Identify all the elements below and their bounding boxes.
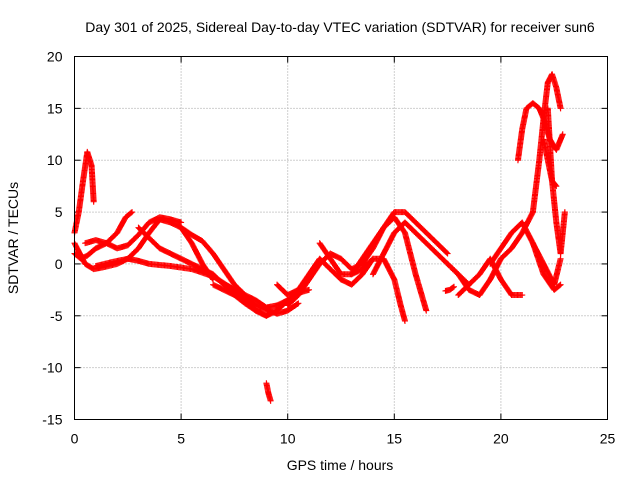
x-tick-label: 0	[71, 431, 79, 447]
y-tick-label: -5	[50, 308, 63, 324]
y-tick-label: -15	[42, 412, 62, 428]
data-point-interp	[556, 282, 563, 289]
data-point-interp	[450, 284, 457, 291]
data-point	[519, 292, 526, 299]
x-ticks: 0 5 10 15 20 25	[71, 56, 616, 447]
data-point	[178, 219, 185, 226]
y-tick-label: 0	[55, 256, 63, 272]
y-tick-label: -10	[42, 360, 62, 376]
grid-lines	[74, 56, 608, 420]
data-point	[306, 286, 313, 293]
plot-border	[74, 56, 608, 420]
y-ticks: -15 -10 -5 0 5 10 15 20	[42, 49, 608, 428]
data-point-interp	[294, 301, 301, 307]
y-tick-label: 20	[47, 49, 63, 65]
x-axis-title: GPS time / hours	[287, 457, 394, 473]
x-tick-label: 5	[177, 431, 185, 447]
y-tick-label: 5	[55, 204, 63, 220]
data-point	[401, 317, 408, 324]
data-point	[267, 397, 274, 404]
data-point-interp	[128, 209, 135, 216]
data-point	[90, 198, 97, 205]
chart-title: Day 301 of 2025, Sidereal Day-to-day VTE…	[85, 19, 595, 35]
x-tick-label: 25	[600, 431, 616, 447]
y-tick-label: 10	[47, 152, 63, 168]
y-axis-title: SDTVAR / TECUs	[5, 182, 21, 294]
data-point	[450, 283, 457, 290]
x-tick-label: 15	[387, 431, 403, 447]
data-point	[553, 183, 560, 190]
data-point	[444, 250, 451, 257]
data-point	[557, 255, 564, 262]
data-point	[559, 131, 566, 138]
x-tick-label: 20	[493, 431, 509, 447]
data-point	[557, 105, 564, 112]
data-point-interp	[552, 182, 559, 189]
data-point-interp	[443, 249, 450, 256]
data-point	[557, 281, 564, 288]
data-point	[561, 209, 568, 216]
data-point	[295, 300, 302, 307]
y-tick-label: 15	[47, 100, 63, 116]
data-point	[129, 209, 136, 216]
data-point	[423, 307, 430, 314]
data-markers	[71, 71, 568, 404]
x-tick-label: 10	[280, 431, 296, 447]
